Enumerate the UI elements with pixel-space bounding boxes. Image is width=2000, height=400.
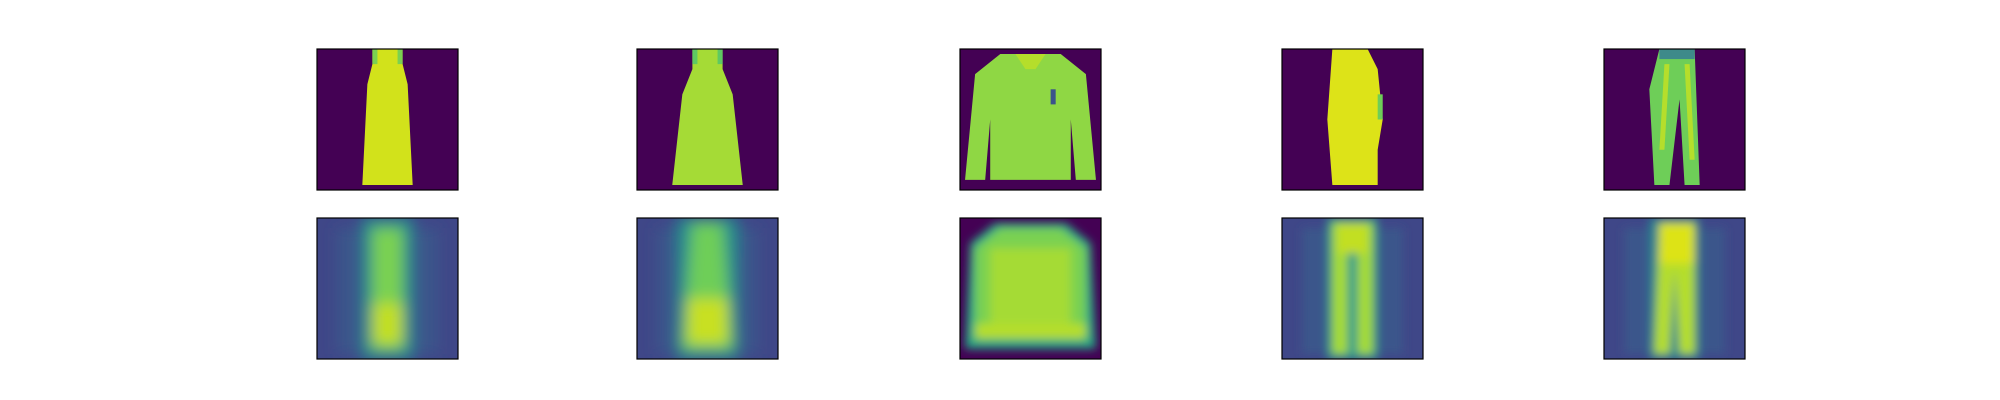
axes-frame [1603,217,1746,360]
axes-frame [636,217,779,360]
reconstructed-image [1282,218,1423,359]
axes-frame [316,48,459,191]
reconstructed-image [637,218,778,359]
reconstructed-image [1604,218,1745,359]
reconstructed-image [960,218,1101,359]
axes-frame [316,217,459,360]
original-image [1604,49,1745,190]
axes-frame [1281,217,1424,360]
original-image [1282,49,1423,190]
axes-frame [1603,48,1746,191]
axes-frame [959,217,1102,360]
original-image [637,49,778,190]
original-image [317,49,458,190]
original-image [960,49,1101,190]
reconstructed-image [317,218,458,359]
axes-frame [636,48,779,191]
axes-frame [1281,48,1424,191]
axes-frame [959,48,1102,191]
